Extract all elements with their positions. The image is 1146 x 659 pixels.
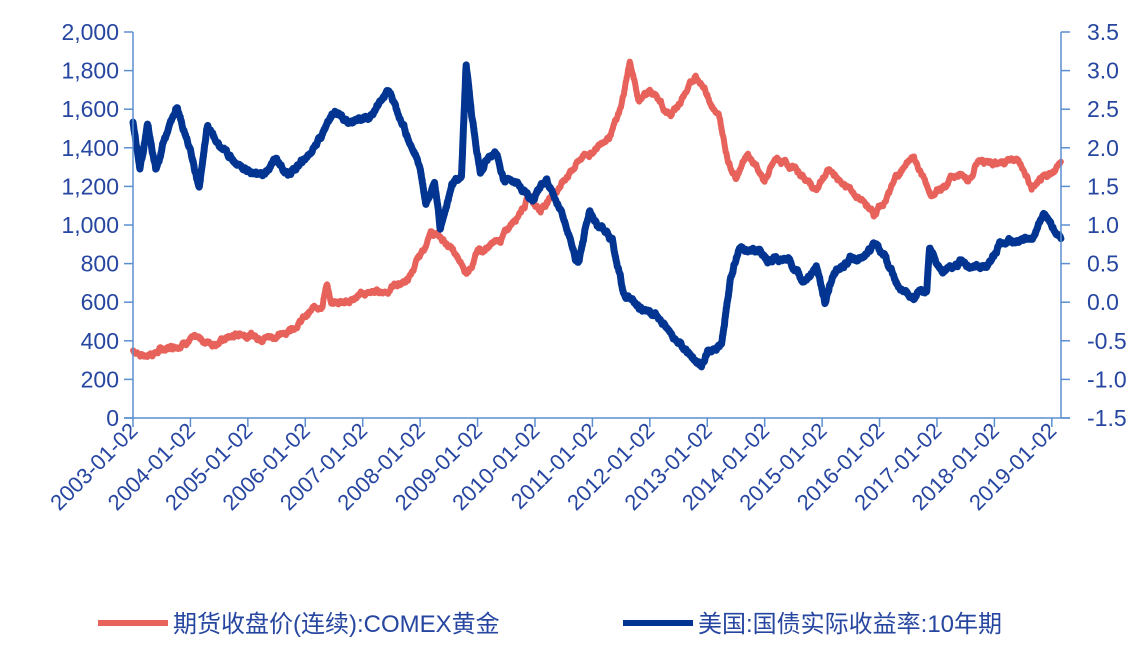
left-y-tick-label: 1,000 xyxy=(61,212,119,238)
left-y-tick-label: 1,600 xyxy=(61,96,119,122)
left-y-tick-label: 2,000 xyxy=(61,19,119,45)
legend-label-gold: 期货收盘价(连续):COMEX黄金 xyxy=(173,611,500,638)
series-layer xyxy=(129,58,1065,371)
legend-label-real-yield: 美国:国债实际收益率:10年期 xyxy=(698,611,1002,638)
left-y-tick-label: 1,800 xyxy=(61,58,119,84)
left-y-tick-label: 200 xyxy=(81,366,119,392)
legend: 期货收盘价(连续):COMEX黄金 美国:国债实际收益率:10年期 xyxy=(98,611,1002,638)
left-y-tick-label: 600 xyxy=(81,289,119,315)
left-y-tick-label: 1,200 xyxy=(61,173,119,199)
right-y-tick-label: -1.5 xyxy=(1087,405,1127,431)
right-y-tick-label: 0.5 xyxy=(1087,251,1119,277)
right-y-tick-label: -1.0 xyxy=(1087,366,1127,392)
right-y-tick-label: 3.5 xyxy=(1087,19,1119,45)
right-y-tick-label: 3.0 xyxy=(1087,58,1119,84)
left-y-tick-label: 800 xyxy=(81,251,119,277)
left-y-tick-label: 0 xyxy=(106,405,119,431)
right-y-tick-label: 2.0 xyxy=(1087,135,1119,161)
series-line-gold xyxy=(130,58,1064,360)
right-y-tick-label: 1.0 xyxy=(1087,212,1119,238)
left-y-tick-label: 1,400 xyxy=(61,135,119,161)
series-line-real-yield xyxy=(129,61,1065,371)
right-y-tick-label: -0.5 xyxy=(1087,328,1127,354)
left-y-tick-label: 400 xyxy=(81,328,119,354)
right-y-tick-label: 1.5 xyxy=(1087,173,1119,199)
right-y-tick-label: 0.0 xyxy=(1087,289,1119,315)
right-y-tick-label: 2.5 xyxy=(1087,96,1119,122)
